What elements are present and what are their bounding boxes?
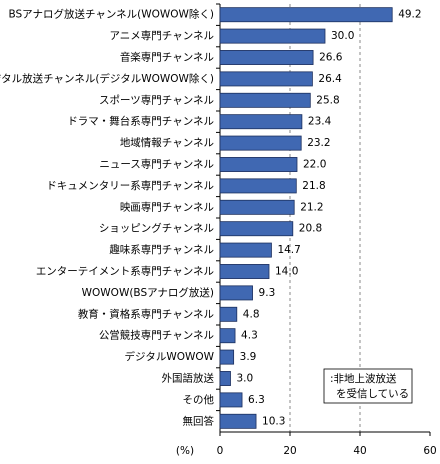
y-tick-label: その他 xyxy=(183,393,215,406)
value-label: 25.8 xyxy=(316,94,339,106)
bar xyxy=(219,178,297,194)
value-label: 49.2 xyxy=(398,9,421,21)
bar xyxy=(219,28,326,44)
y-tick-label: BSデジタル放送チャンネル(デジタルWOWOW除く) xyxy=(0,72,214,85)
bar xyxy=(219,264,270,279)
value-label: 30.0 xyxy=(331,30,354,42)
value-label: 26.6 xyxy=(319,52,343,64)
y-tick-label: ニュース専門チャンネル xyxy=(99,159,214,171)
y-tick-label: 教育・資格系専門チャンネル xyxy=(78,307,214,320)
bar xyxy=(219,114,303,130)
x-axis-label: (%) xyxy=(176,445,194,457)
value-label: 21.8 xyxy=(302,180,325,192)
y-tick-label: 趣味系専門チャンネル xyxy=(109,243,214,256)
bar xyxy=(219,221,294,237)
bar xyxy=(219,157,298,172)
bar xyxy=(219,285,253,301)
bar xyxy=(219,199,295,215)
annotation: :非地上波放送 xyxy=(330,372,397,385)
value-label: 23.2 xyxy=(307,137,330,149)
annotation-box xyxy=(323,368,413,404)
bar xyxy=(219,371,231,386)
y-tick-label: ショッピングチャンネル xyxy=(99,222,214,235)
value-label: 6.3 xyxy=(248,394,265,406)
y-tick-label: ドキュメンタリー系専門チャンネル xyxy=(46,180,214,192)
value-label: 9.3 xyxy=(259,287,276,299)
bar xyxy=(219,71,313,87)
x-tick-label: 20 xyxy=(283,445,296,457)
y-tick-label: 無回答 xyxy=(183,414,215,427)
y-tick-label: ドラマ・舞台系専門チャンネル xyxy=(67,115,214,128)
x-tick-label: 60 xyxy=(423,445,436,457)
value-label: 4.3 xyxy=(241,330,258,342)
bar xyxy=(219,349,235,365)
bar xyxy=(219,328,236,344)
y-tick-label: WOWOW(BSアナログ放送) xyxy=(82,286,214,299)
bar xyxy=(219,392,243,408)
value-label: 21.2 xyxy=(300,201,323,213)
annotation: を受信している xyxy=(336,388,409,400)
value-label: 26.4 xyxy=(318,73,342,85)
y-tick-label: 地域情報チャンネル xyxy=(120,136,214,149)
bar xyxy=(219,242,272,258)
y-tick-label: 音楽専門チャンネル xyxy=(120,51,214,64)
y-tick-label: アニメ専門チャンネル xyxy=(110,30,214,42)
bar xyxy=(219,50,314,65)
x-tick-label: 40 xyxy=(353,445,366,457)
y-tick-label: 映画専門チャンネル xyxy=(120,201,214,213)
bar xyxy=(219,92,311,108)
y-tick-label: 公営競技専門チャンネル xyxy=(99,329,214,342)
value-label: 14.7 xyxy=(277,244,300,256)
value-label: 23.4 xyxy=(308,116,332,128)
y-tick-label: スポーツ専門チャンネル xyxy=(99,94,214,106)
x-tick-label: 0 xyxy=(217,445,224,457)
y-tick-label: 外国語放送 xyxy=(162,372,215,385)
bar xyxy=(219,413,257,429)
value-label: 10.3 xyxy=(262,415,285,427)
value-label: 22.0 xyxy=(303,159,326,171)
value-label: 3.0 xyxy=(237,373,254,385)
y-tick-label: BSアナログ放送チャンネル(WOWOW除く) xyxy=(8,8,214,21)
y-tick-label: エンターテイメント系専門チャンネル xyxy=(36,266,214,278)
bar xyxy=(219,306,238,322)
bar xyxy=(219,7,393,23)
value-label: 20.8 xyxy=(299,223,322,235)
value-label: 14.0 xyxy=(275,266,298,278)
value-label: 4.8 xyxy=(243,308,260,320)
y-tick-label: デジタルWOWOW xyxy=(125,350,215,363)
bar xyxy=(219,135,302,151)
value-label: 3.9 xyxy=(240,351,257,363)
